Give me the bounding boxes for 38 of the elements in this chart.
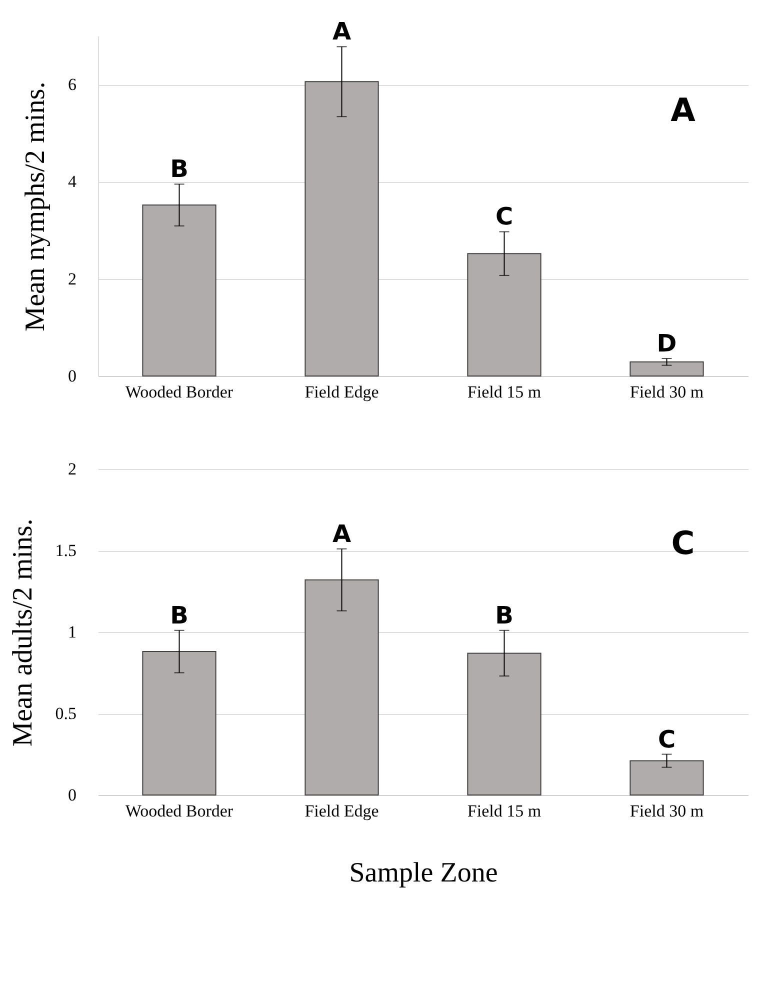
bar [142,651,216,796]
bar [467,652,542,796]
bar [630,760,704,796]
x-tick-label: Field 15 m [467,802,542,820]
bar [304,81,379,376]
annotation: D [656,330,677,358]
y-tick-label: 1.5 [55,541,76,560]
annotation: B [170,155,188,184]
y-axis-title: Mean adults/2 mins. [7,518,38,746]
y-tick-label: 0 [68,786,76,804]
x-tick-label: Field 15 m [467,382,542,402]
x-tick-label: Wooded Border [125,382,234,402]
annotation: A [332,520,352,548]
annotation: A [332,18,352,46]
y-axis-title: Mean nymphs/2 mins. [20,82,51,332]
y-tick-label: 2 [68,460,76,478]
annotation: C [671,524,695,562]
annotation: C [658,725,676,754]
annotation: B [170,601,188,630]
y-tick-label: 2 [68,269,76,288]
x-tick-label: Field Edge [304,802,379,820]
x-tick-label: Field 30 m [630,382,704,402]
x-axis-title: Sample Zone [349,858,498,888]
bar [304,579,379,796]
bar [142,204,216,376]
y-tick-label: 0.5 [55,704,76,723]
y-tick-label: 0 [68,366,76,386]
y-tick-label: 6 [68,75,76,94]
bar [630,361,704,376]
x-tick-label: Field Edge [304,382,379,402]
bar [467,253,542,376]
y-tick-label: 4 [68,172,77,192]
annotation: B [495,601,514,630]
x-tick-label: Wooded Border [125,802,234,820]
y-tick-label: 1 [68,622,76,642]
annotation: C [495,202,514,231]
annotation: A [670,91,696,129]
x-tick-label: Field 30 m [630,802,704,820]
